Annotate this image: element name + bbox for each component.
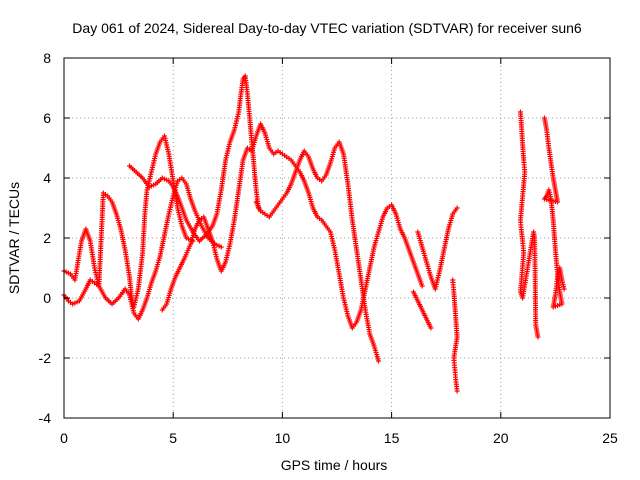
series-track-2 [61, 133, 196, 310]
data-point [428, 325, 434, 331]
y-tick-label: -4 [39, 410, 52, 426]
y-tick-label: 6 [43, 110, 51, 126]
x-tick-label: 15 [384, 430, 400, 446]
x-axis-label: GPS time / hours [281, 457, 388, 473]
tick-labels: 0 5 10 15 20 25 -4 -2 0 2 4 6 8 [39, 50, 618, 446]
data-point [419, 283, 425, 289]
x-tick-label: 10 [275, 430, 291, 446]
y-tick-label: 0 [43, 290, 51, 306]
x-tick-label: 0 [60, 430, 68, 446]
y-axis-label: SDTVAR / TECUs [6, 182, 22, 294]
x-tick-label: 5 [169, 430, 177, 446]
axis-ticks [63, 57, 611, 419]
data-points [61, 73, 567, 394]
series-track-7 [410, 289, 434, 331]
y-tick-label: -2 [39, 350, 52, 366]
data-point [218, 244, 224, 250]
data-point [535, 334, 541, 340]
y-tick-label: 2 [43, 230, 51, 246]
series-track-8 [450, 277, 460, 394]
y-tick-label: 8 [43, 50, 51, 66]
grid [64, 58, 610, 418]
data-point [375, 358, 381, 364]
chart-title: Day 061 of 2024, Sidereal Day-to-day VTE… [72, 20, 582, 36]
series-track-6 [415, 205, 460, 292]
series-track-10 [541, 115, 567, 310]
series-track-3 [127, 73, 261, 244]
data-point [454, 205, 460, 211]
series-track-9 [517, 109, 541, 340]
x-tick-label: 25 [602, 430, 618, 446]
series-track-4 [159, 121, 425, 331]
data-point [561, 286, 567, 292]
data-point [454, 388, 460, 394]
series-track-5 [253, 139, 381, 364]
y-tick-label: 4 [43, 170, 51, 186]
x-tick-label: 20 [493, 430, 509, 446]
